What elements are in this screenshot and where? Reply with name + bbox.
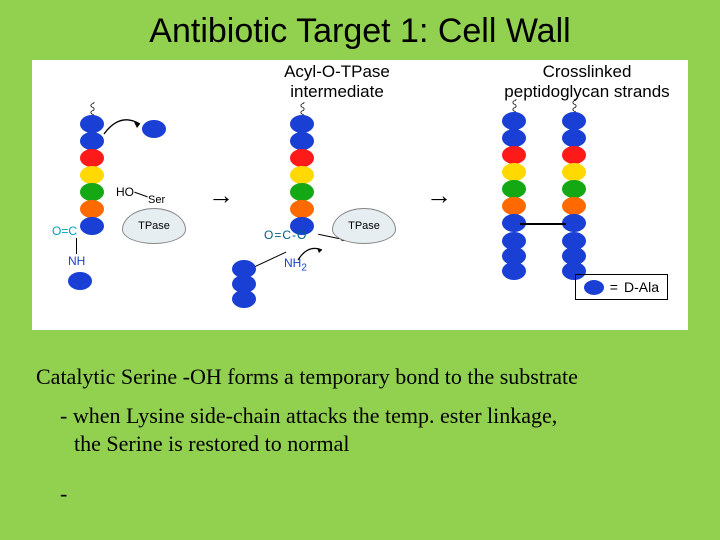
ser-line-1 [134, 192, 147, 198]
legend-text: D-Ala [624, 279, 659, 295]
bead [502, 129, 526, 147]
bead [80, 115, 104, 133]
arrow-2-3: → [426, 180, 452, 211]
ser-label-1: Ser [148, 194, 165, 206]
bead [290, 200, 314, 218]
bead [562, 197, 586, 215]
bead [80, 132, 104, 150]
panel2-l1: Acyl-O-TPase [284, 62, 390, 81]
caption-line1: Catalytic Serine -OH forms a temporary b… [36, 363, 578, 391]
panel3-l2: peptidoglycan strands [504, 82, 669, 101]
dala-bottom-1 [68, 272, 92, 290]
panel3-l1: Crosslinked [543, 62, 632, 81]
bead [502, 180, 526, 198]
crosslink [520, 223, 566, 225]
bead [80, 183, 104, 201]
chain-3b: 〰 [562, 112, 586, 252]
diagram-area: Acyl-O-TPase intermediate Crosslinked pe… [32, 60, 688, 330]
panel3-label: Crosslinked peptidoglycan strands [487, 62, 687, 101]
bead [80, 149, 104, 167]
bead [290, 115, 314, 133]
tpase-text-1: TPase [138, 220, 170, 232]
bead [562, 180, 586, 198]
curve-arrow-2 [296, 242, 326, 264]
oc-label-1: O=C [52, 224, 77, 238]
chain-3a: 〰 [502, 112, 526, 252]
bead [290, 183, 314, 201]
oco-label: O=C-O [264, 228, 307, 242]
wave-icon: 〰 [504, 99, 524, 113]
bond-1a [76, 238, 77, 254]
caption-bullet: - [60, 480, 67, 508]
wave-icon: 〰 [82, 102, 102, 116]
bead [502, 163, 526, 181]
bead [562, 129, 586, 147]
wave-icon: 〰 [292, 102, 312, 116]
curve-arrow-1 [102, 110, 146, 140]
chain-1: 〰 [80, 115, 104, 255]
bead [502, 197, 526, 215]
caption-line2: - when Lysine side-chain attacks the tem… [60, 402, 557, 457]
panel2-label: Acyl-O-TPase intermediate [267, 62, 407, 101]
adj-chain-2 [232, 260, 256, 308]
bead [290, 132, 314, 150]
bead [290, 149, 314, 167]
slide: Antibiotic Target 1: Cell Wall Acyl-O-TP… [0, 0, 720, 540]
tpase-text-2: TPase [348, 220, 380, 232]
bead [290, 166, 314, 184]
cross-b1 [502, 232, 526, 280]
bead [68, 272, 92, 290]
wave-icon: 〰 [564, 99, 584, 113]
bead [502, 146, 526, 164]
bead [502, 112, 526, 130]
cross-b2 [562, 232, 586, 280]
nh2-sub: 2 [301, 262, 307, 273]
l2b: the Serine is restored to normal [60, 431, 350, 456]
legend-bead [584, 280, 604, 295]
bead [562, 146, 586, 164]
legend: = D-Ala [575, 274, 668, 300]
arrow-1-2: → [208, 180, 234, 211]
bead [502, 262, 526, 280]
enzyme-1: TPase [122, 208, 186, 244]
enzyme-2: TPase [332, 208, 396, 244]
ho-label: HO [116, 185, 134, 199]
l2a: - when Lysine side-chain attacks the tem… [60, 403, 557, 428]
bead [80, 217, 104, 235]
bead [80, 166, 104, 184]
bead [562, 112, 586, 130]
bead [232, 290, 256, 308]
legend-eq: = [610, 279, 618, 295]
slide-title: Antibiotic Target 1: Cell Wall [0, 0, 720, 51]
bead [80, 200, 104, 218]
panel2-l2: intermediate [290, 82, 384, 101]
nh-label-1: NH [68, 254, 85, 268]
bead [562, 163, 586, 181]
